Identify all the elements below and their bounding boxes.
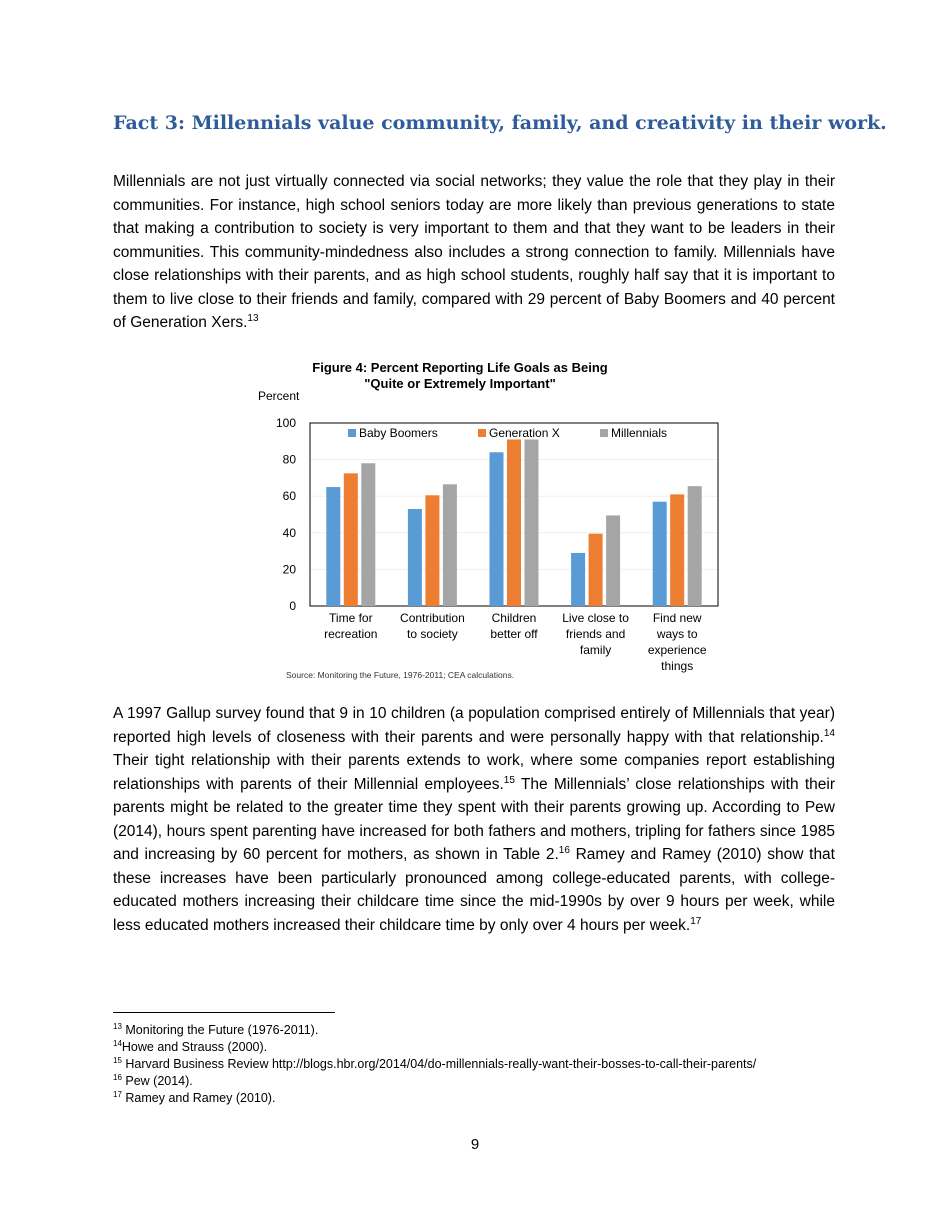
x-tick-label: Live close to — [562, 611, 629, 625]
x-tick-label: experience — [648, 643, 707, 657]
footnote-number: 17 — [113, 1089, 122, 1099]
footnote-ref[interactable]: 15 — [503, 774, 515, 786]
y-tick-label: 80 — [283, 453, 297, 467]
chart-title: "Quite or Extremely Important" — [364, 376, 555, 391]
bar-generation-x — [507, 439, 521, 606]
footnote-text: Pew (2014). — [121, 1074, 193, 1088]
chart-source: Source: Monitoring the Future, 1976-2011… — [286, 670, 514, 680]
paragraph-text: Ramey and Ramey (2010) show that these i… — [113, 846, 835, 934]
bar-generation-x — [425, 495, 440, 606]
x-tick-label: Time for — [329, 611, 373, 625]
x-tick-label: Find new — [653, 611, 702, 625]
section-heading: Fact 3: Millennials value community, fam… — [113, 112, 887, 134]
footnote-divider — [113, 1012, 335, 1013]
legend-label: Millennials — [611, 426, 667, 440]
legend-swatch — [478, 429, 486, 437]
x-tick-label: better off — [490, 627, 538, 641]
paragraph-text: Their tight relationship with their pare… — [113, 752, 835, 793]
bar-generation-x — [343, 473, 358, 606]
footnote-ref[interactable]: 13 — [247, 312, 259, 324]
footnote-number: 15 — [113, 1055, 122, 1065]
footnote-number: 14 — [113, 1038, 122, 1048]
paragraph-1: Millennials are not just virtually conne… — [113, 170, 835, 335]
y-tick-label: 0 — [289, 599, 296, 613]
footnote: 17 Ramey and Ramey (2010). — [113, 1090, 756, 1107]
legend-label: Generation X — [489, 426, 560, 440]
bar-millennials — [442, 484, 457, 606]
footnote: 13 Monitoring the Future (1976-2011). — [113, 1022, 756, 1039]
x-tick-label: Children — [492, 611, 537, 625]
paragraph-text: A 1997 Gallup survey found that 9 in 10 … — [113, 705, 835, 746]
bar-generation-x — [588, 533, 603, 606]
bar-baby-boomers — [571, 552, 586, 606]
footnote-number: 13 — [113, 1021, 122, 1031]
x-tick-label: things — [661, 659, 693, 673]
bar-millennials — [687, 486, 702, 606]
footnote-text: Howe and Strauss (2000). — [121, 1040, 268, 1054]
paragraph-2: A 1997 Gallup survey found that 9 in 10 … — [113, 702, 835, 937]
footnote-text[interactable]: Harvard Business Review http://blogs.hbr… — [121, 1057, 757, 1071]
x-tick-label: recreation — [324, 627, 377, 641]
footnote: 14Howe and Strauss (2000). — [113, 1039, 756, 1056]
y-tick-label: 20 — [283, 562, 297, 576]
footnote-ref[interactable]: 17 — [690, 915, 702, 927]
footnote-text: Ramey and Ramey (2010). — [121, 1091, 276, 1105]
bar-baby-boomers — [652, 501, 667, 606]
y-tick-label: 60 — [283, 489, 297, 503]
paragraph-text: The Millennials’ close relationships wit… — [113, 775, 835, 864]
bar-millennials — [361, 463, 376, 606]
x-tick-label: to society — [407, 627, 458, 641]
chart-title: Figure 4: Percent Reporting Life Goals a… — [312, 360, 608, 375]
y-tick-label: 100 — [276, 416, 296, 430]
y-tick-label: 40 — [283, 526, 297, 540]
footnote-text: Monitoring the Future (1976-2011). — [121, 1023, 319, 1037]
x-tick-label: friends and — [566, 627, 625, 641]
x-tick-label: family — [580, 643, 611, 657]
bar-chart: Figure 4: Percent Reporting Life Goals a… — [258, 360, 719, 680]
bar-generation-x — [670, 494, 685, 606]
paragraph-text: Millennials are not just virtually conne… — [113, 173, 835, 331]
legend-swatch — [348, 429, 356, 437]
legend-label: Baby Boomers — [359, 426, 438, 440]
page-number: 9 — [470, 1136, 480, 1153]
bar-baby-boomers — [489, 452, 504, 606]
footnote: 15 Harvard Business Review http://blogs.… — [113, 1056, 756, 1073]
footnote-ref[interactable]: 14 — [823, 727, 835, 739]
bar-baby-boomers — [407, 509, 422, 606]
y-axis-label: Percent — [258, 389, 300, 403]
footnote-number: 16 — [113, 1072, 122, 1082]
x-tick-label: Contribution — [400, 611, 465, 625]
bar-baby-boomers — [326, 487, 341, 606]
legend-swatch — [600, 429, 608, 437]
footnote-ref[interactable]: 16 — [558, 844, 570, 856]
bar-millennials — [524, 439, 539, 606]
footnote: 16 Pew (2014). — [113, 1073, 756, 1090]
x-tick-label: ways to — [656, 627, 698, 641]
bar-millennials — [606, 515, 621, 606]
footnotes: 13 Monitoring the Future (1976-2011). 14… — [113, 1022, 756, 1107]
